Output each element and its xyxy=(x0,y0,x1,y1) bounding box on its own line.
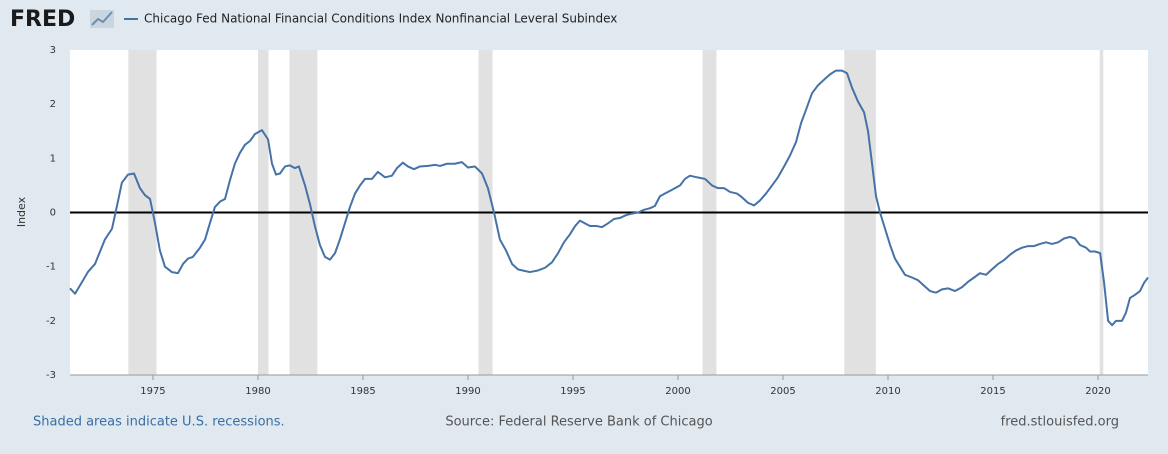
x-tick-label: 1975 xyxy=(140,386,165,397)
x-tick-label: 2000 xyxy=(665,386,690,397)
x-tick-label: 1995 xyxy=(560,386,585,397)
y-axis-label: Index xyxy=(15,196,28,227)
x-tick-label: 1990 xyxy=(455,386,480,397)
logo[interactable]: FRED xyxy=(10,7,75,32)
series-line xyxy=(69,69,1149,327)
y-tick-label: 1 xyxy=(50,153,56,164)
y-tick-label: 2 xyxy=(50,99,56,110)
recession-note: Shaded areas indicate U.S. recessions. xyxy=(33,415,285,430)
x-tick-label: 2020 xyxy=(1085,386,1110,397)
y-tick-label: -3 xyxy=(46,370,56,381)
x-tick-label: 2005 xyxy=(770,386,795,397)
y-tick-label: 3 xyxy=(50,45,56,56)
x-tick-label: 1980 xyxy=(245,386,270,397)
y-tick-label: 0 xyxy=(50,208,56,219)
x-tick-label: 2010 xyxy=(875,386,900,397)
source: Source: Federal Reserve Bank of Chicago xyxy=(445,415,712,430)
x-tick-label: 2015 xyxy=(980,386,1005,397)
site-link[interactable]: fred.stlouisfed.org xyxy=(1001,415,1119,430)
y-tick-label: -1 xyxy=(46,262,56,273)
y-tick-label: -2 xyxy=(46,316,56,327)
legend-label: Chicago Fed National Financial Condition… xyxy=(144,12,617,26)
logo-icon xyxy=(90,10,114,28)
x-tick-label: 1985 xyxy=(350,386,375,397)
